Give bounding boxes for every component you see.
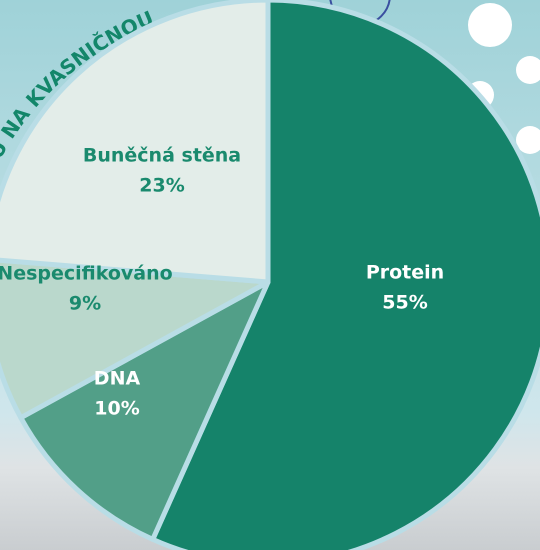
decor-circle	[468, 3, 512, 47]
chart: U NA KVASNIČNOU Protein55%DNA10%Nespecif…	[0, 0, 540, 550]
value-label: 55%	[382, 292, 427, 314]
value-label: 9%	[69, 293, 101, 315]
value-label: 10%	[94, 398, 139, 420]
value-label: 23%	[139, 175, 184, 197]
slice-label: Protein	[366, 262, 444, 284]
slice-label: Buněčná stěna	[83, 145, 241, 167]
slice-label: Nespecifikováno	[0, 263, 173, 285]
page: U NA KVASNIČNOU Protein55%DNA10%Nespecif…	[0, 0, 540, 550]
slice-label: DNA	[94, 368, 141, 390]
